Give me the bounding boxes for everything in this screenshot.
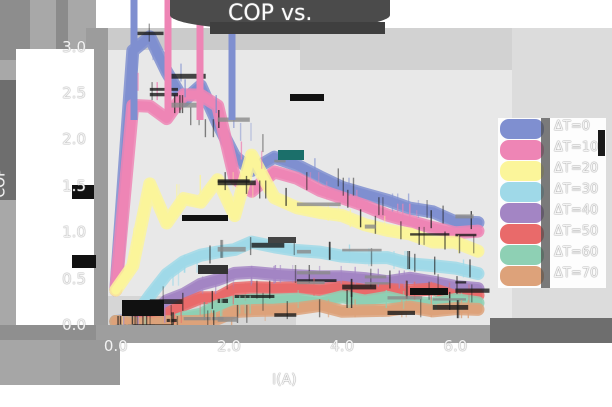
glitch-smear: [183, 317, 224, 321]
glitch-dark-4: [290, 94, 324, 101]
glitch-smear: [455, 233, 477, 237]
legend-item[interactable]: ΔT=50: [498, 223, 606, 244]
glitch-smear: [132, 31, 164, 36]
glitch-smear: [217, 246, 246, 252]
glitch-smear: [296, 279, 337, 282]
glitch-dark-1: [122, 300, 164, 316]
glitch-smear: [432, 298, 466, 301]
glitch-smear: [149, 87, 178, 91]
glitch-smear: [364, 224, 376, 229]
glitch-smear: [364, 282, 389, 285]
legend-item-label: ΔT=10: [554, 140, 599, 155]
glitch-wash-8: [0, 80, 18, 200]
glitch-smear: [217, 298, 228, 303]
legend-color-swatch: [500, 245, 544, 265]
glitch-smear: [296, 271, 331, 275]
legend-color-swatch: [500, 266, 544, 286]
y-tick-label: 0.5: [62, 269, 86, 288]
glitch-smear: [387, 296, 423, 300]
x-axis-label: I(A): [272, 372, 297, 388]
legend-item[interactable]: ΔT=70: [498, 265, 606, 286]
x-tick-label: 4.0: [330, 337, 355, 355]
legend-item-label: ΔT=70: [554, 266, 599, 281]
legend-item[interactable]: ΔT=10: [498, 139, 606, 160]
legend-item-label: ΔT=40: [554, 203, 599, 218]
glitch-dark-2: [198, 265, 228, 274]
y-tick-label: 1.0: [62, 223, 86, 242]
x-tick-label: 2.0: [217, 337, 241, 355]
glitch-smear: [296, 202, 341, 207]
legend-item[interactable]: ΔT=20: [498, 160, 606, 181]
legend-item[interactable]: ΔT=0: [498, 118, 606, 139]
legend-color-swatch: [500, 140, 544, 160]
glitch-shadow-band-1: [96, 325, 512, 343]
legend-glitch-right: [598, 130, 605, 156]
y-tick-label: 1.5: [62, 176, 86, 195]
legend-item-label: ΔT=60: [554, 245, 599, 260]
y-tick-label: 2.0: [62, 130, 86, 149]
glitch-smear: [387, 310, 415, 315]
glitch-smear: [296, 249, 311, 254]
glitch-shadow-band-4: [490, 318, 612, 343]
glitch-dark-8: [72, 255, 96, 268]
legend-color-swatch: [500, 161, 544, 181]
legend-item-label: ΔT=20: [554, 161, 599, 176]
glitch-smear: [166, 318, 177, 322]
glitch-shadow-band-2: [0, 325, 96, 343]
glitch-dark-3: [278, 150, 304, 160]
glitch-dark-9: [268, 237, 296, 243]
glitch-smear: [432, 305, 469, 310]
glitch-smear: [166, 102, 199, 108]
glitch-smear: [166, 73, 206, 79]
glitch-smear: [251, 242, 285, 248]
glitch-smear: [149, 299, 183, 304]
glitch-dark-6: [410, 288, 448, 295]
chart-title: COP vs.: [228, 1, 313, 26]
glitch-smear: [234, 294, 275, 298]
y-tick-label: 0.0: [62, 316, 86, 334]
legend-item-label: ΔT=50: [554, 224, 599, 239]
glitch-smear: [455, 288, 490, 293]
y-axis-label: COP: [0, 168, 9, 198]
legend-item-label: ΔT=30: [554, 182, 599, 197]
glitch-smear: [342, 284, 377, 290]
legend-color-swatch: [500, 182, 544, 202]
glitch-smear: [455, 281, 467, 284]
glitch-smear: [410, 233, 450, 236]
glitch-smear: [342, 248, 382, 252]
legend-color-swatch: [500, 119, 544, 139]
glitch-blob-title-under: [210, 22, 385, 34]
legend: ΔT=0 ΔT=10 ΔT=20 ΔT=30 ΔT=40 ΔT=50 ΔT=60 ΔT=70: [498, 118, 606, 288]
glitch-smear: [217, 180, 256, 186]
x-tick-label: 0.0: [103, 337, 128, 355]
legend-color-swatch: [500, 224, 544, 244]
glitch-smear: [364, 275, 387, 279]
glitch-smear: [296, 281, 325, 285]
glitch-smear: [217, 316, 238, 322]
x-tick-label: 6.0: [443, 337, 468, 355]
y-tick-label: 3.0: [62, 37, 86, 56]
glitch-dark-5: [182, 215, 228, 221]
y-tick-label: 2.5: [62, 83, 86, 102]
glitch-wash-2: [300, 28, 512, 70]
legend-color-swatch: [500, 203, 544, 223]
legend-item[interactable]: ΔT=30: [498, 181, 606, 202]
glitch-smear: [274, 159, 286, 163]
legend-item[interactable]: ΔT=60: [498, 244, 606, 265]
legend-item-label: ΔT=0: [554, 119, 590, 134]
glitch-smear: [149, 92, 178, 97]
glitch-shadow-band-5: [60, 340, 120, 385]
legend-glitch-edge: [541, 118, 550, 288]
glitch-shadow-band-6: [0, 340, 60, 385]
glitch-dark-7: [72, 185, 94, 199]
glitch-smear: [455, 214, 474, 219]
glitch-smear: [274, 313, 297, 317]
legend-item[interactable]: ΔT=40: [498, 202, 606, 223]
